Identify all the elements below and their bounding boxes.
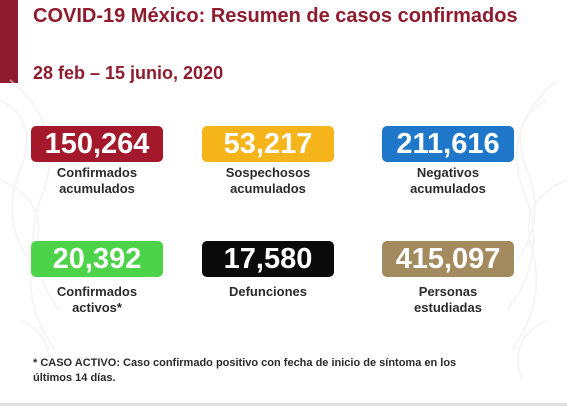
stat-label-line1: Defunciones — [228, 284, 307, 299]
stat-value-box: 415,097 — [382, 241, 514, 277]
decorative-background-pattern — [0, 79, 567, 381]
stat-label: Sospechosos acumulados — [178, 165, 358, 197]
stat-sospechosos-acumulados: 53,217 Sospechosos acumulados — [178, 126, 358, 197]
stat-label-line2: activos* — [72, 300, 122, 315]
stat-defunciones: 17,580 Defunciones — [178, 241, 358, 300]
date-range: 28 feb – 15 junio, 2020 — [33, 63, 224, 83]
footnote: * CASO ACTIVO: Caso confirmado positivo … — [33, 356, 533, 386]
stat-value-box: 17,580 — [202, 241, 334, 277]
stat-label-line1: Sospechosos — [225, 165, 311, 180]
stat-negativos-acumulados: 211,616 Negativos acumulados — [358, 126, 538, 197]
stat-label-line2: acumulados — [59, 181, 135, 196]
stat-label-line1: Personas — [418, 284, 478, 299]
stat-label: Defunciones — [178, 284, 358, 300]
stat-value-box: 150,264 — [31, 126, 163, 162]
stat-confirmados-activos: 20,392 Confirmados activos* — [7, 241, 187, 316]
bottom-divider — [0, 403, 567, 406]
stat-label: Negativos acumulados — [358, 165, 538, 197]
footnote-line1: * CASO ACTIVO: Caso confirmado positivo … — [33, 357, 457, 369]
stat-value-box: 20,392 — [31, 241, 163, 277]
stat-label-line1: Negativos — [416, 165, 480, 180]
stat-label: Confirmados activos* — [7, 284, 187, 316]
stat-label-line1: Confirmados — [56, 165, 138, 180]
stat-confirmados-acumulados: 150,264 Confirmados acumulados — [7, 126, 187, 197]
stat-label-line1: Confirmados — [56, 284, 138, 299]
stat-label-line2: acumulados — [410, 181, 486, 196]
stat-value-box: 53,217 — [202, 126, 334, 162]
stat-value-box: 211,616 — [382, 126, 514, 162]
stat-label: Confirmados acumulados — [7, 165, 187, 197]
footnote-line2: últimos 14 días. — [33, 372, 116, 384]
stat-label: Personas estudiadas — [358, 284, 538, 316]
stat-personas-estudiadas: 415,097 Personas estudiadas — [358, 241, 538, 316]
accent-bar — [0, 0, 18, 83]
page-title: COVID-19 México: Resumen de casos confir… — [33, 5, 518, 27]
stat-label-line2: acumulados — [230, 181, 306, 196]
stat-label-line2: estudiadas — [414, 300, 482, 315]
